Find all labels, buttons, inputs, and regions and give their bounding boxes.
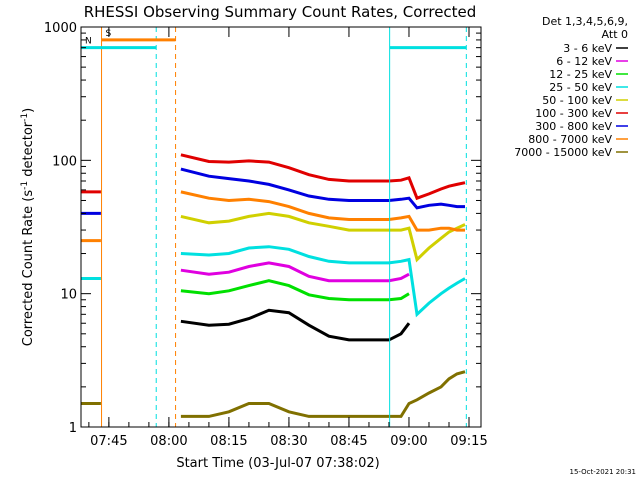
x-tick-label: 07:45 <box>90 434 127 449</box>
series-line <box>180 279 410 302</box>
y-axis-title: Corrected Count Rate (s-1 detector-1) <box>20 108 36 346</box>
x-axis-title: Start Time (03-Jul-07 07:38:02) <box>176 456 379 471</box>
legend-label: 3 - 6 keV <box>563 42 612 55</box>
x-tick-label: 09:00 <box>390 434 427 449</box>
legend-label: 300 - 800 keV <box>535 120 612 133</box>
y-tick-label: 1 <box>69 421 77 436</box>
y-axis: 1 10 100 1000 <box>44 21 481 436</box>
series-line <box>180 308 411 342</box>
y-tick-label: 1000 <box>44 21 77 36</box>
chart-title: RHESSI Observing Summary Count Rates, Co… <box>84 3 477 21</box>
series-line <box>180 190 465 232</box>
legend-label: 50 - 100 keV <box>542 94 612 107</box>
legend-header-line-1: Det 1,3,4,5,6,9, <box>542 15 628 28</box>
marker-label: N <box>85 37 92 47</box>
legend-label: 6 - 12 keV <box>556 55 612 68</box>
x-tick-label: 09:15 <box>450 434 487 449</box>
legend-label: 25 - 50 keV <box>549 81 612 94</box>
x-axis: 07:45 08:00 08:15 08:30 08:45 09:00 09:15 <box>88 27 488 449</box>
series-line <box>180 153 466 201</box>
footer-timestamp: 15-Oct-2021 20:31 <box>570 468 636 476</box>
plot-frame <box>80 26 482 428</box>
legend-header-line-2: Att 0 <box>602 28 628 41</box>
series-line <box>180 211 466 263</box>
series-line <box>180 245 466 318</box>
x-tick-label: 08:45 <box>330 434 367 449</box>
x-tick-label: 08:00 <box>150 434 187 449</box>
legend-label: 12 - 25 keV <box>549 68 612 81</box>
plot-area: SN <box>80 27 467 427</box>
legend-label: 100 - 300 keV <box>535 107 612 120</box>
y-tick-label: 10 <box>60 288 77 303</box>
x-tick-label: 08:15 <box>210 434 247 449</box>
x-tick-label: 08:30 <box>270 434 307 449</box>
legend-label: 7000 - 15000 keV <box>514 146 612 159</box>
series-line <box>180 261 410 283</box>
y-tick-label: 100 <box>52 154 77 169</box>
series-line <box>180 370 466 418</box>
legend-label: 800 - 7000 keV <box>528 133 612 146</box>
series-line <box>180 167 465 210</box>
